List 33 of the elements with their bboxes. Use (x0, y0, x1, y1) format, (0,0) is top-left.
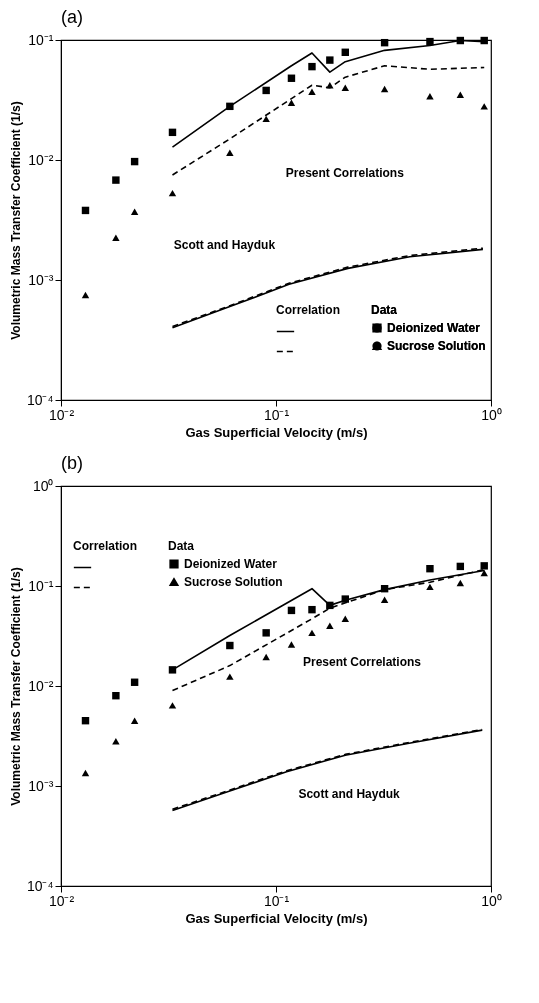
x-tick-label: 10⁰ (481, 406, 502, 423)
annotation: Present Correlations (285, 166, 405, 181)
annotation: Correlation (73, 539, 138, 553)
x-tick-label: 10⁻¹ (263, 406, 290, 423)
y-tick-label: 10⁻⁴ (26, 391, 54, 408)
y-tick-label: 10⁻¹ (28, 577, 54, 594)
x-tick-label: 10⁻² (48, 892, 75, 909)
y-tick-label: 10⁻¹ (28, 31, 54, 48)
x-axis-title: Gas Superficial Velocity (m/s) (185, 910, 368, 926)
annotation: Correlation (276, 303, 341, 317)
y-axis-title: Volumetric Mass Transfer Coefficient (1/s) (8, 101, 23, 340)
annotation: Present Correlations (302, 655, 422, 669)
annotation: Scott and Hayduk (298, 787, 401, 801)
legend-title: Data (371, 303, 398, 317)
x-tick-label: 10⁻¹ (263, 892, 290, 909)
y-tick-label: 10⁻³ (28, 271, 54, 288)
legend-label: Deionized Water (387, 321, 481, 335)
y-tick-label: 10⁻² (28, 151, 54, 168)
chart-title: (b) (61, 453, 83, 473)
x-tick-label: 10⁻² (48, 406, 75, 423)
annotation: Scott and Hayduk (173, 238, 276, 253)
y-tick-label: 10⁻³ (28, 777, 54, 794)
y-tick-label: 10⁻⁴ (26, 877, 54, 894)
legend-label: Sucrose Solution (387, 339, 486, 353)
chart-title: (a) (61, 7, 83, 27)
y-axis-title: Volumetric Mass Transfer Coefficient (1/s) (8, 567, 23, 806)
y-tick-label: 10⁰ (32, 477, 54, 494)
legend-title: Data (168, 539, 195, 553)
legend-label: Sucrose Solution (184, 575, 283, 589)
legend-label: Deionized Water (184, 557, 278, 571)
x-tick-label: 10⁰ (481, 892, 502, 909)
y-tick-label: 10⁻² (28, 677, 54, 694)
x-axis-title: Gas Superficial Velocity (m/s) (185, 424, 368, 440)
